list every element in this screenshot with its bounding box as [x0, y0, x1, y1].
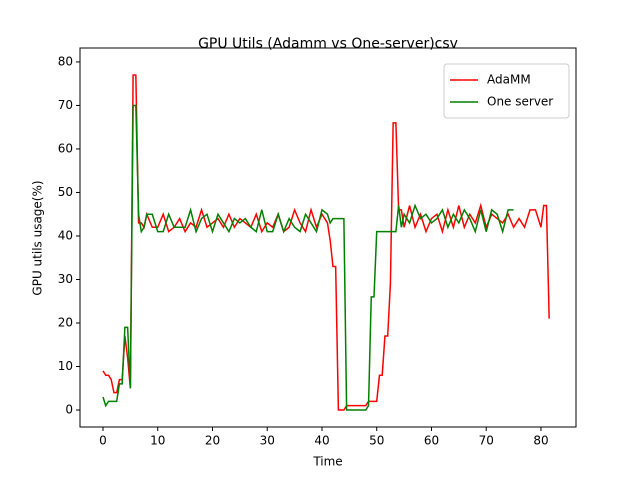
y-tick-label: 30 [58, 272, 73, 286]
y-axis-label: GPU utils usage(%) [31, 180, 45, 295]
data-line [102, 104, 514, 411]
x-tick-label: 70 [479, 434, 494, 448]
y-tick-label: 0 [65, 403, 73, 417]
y-tick-label: 70 [58, 98, 73, 112]
y-tick-label: 80 [58, 54, 73, 68]
x-tick-label: 20 [205, 434, 220, 448]
x-tick-label: 60 [424, 434, 439, 448]
y-tick-label: 40 [58, 228, 73, 242]
x-tick-label: 30 [260, 434, 275, 448]
x-axis-label: Time [312, 455, 342, 469]
y-tick-label: 60 [58, 141, 73, 155]
x-tick-label: 80 [533, 434, 548, 448]
y-tick-label: 50 [58, 185, 73, 199]
y-tick-label: 10 [58, 359, 73, 373]
plot-frame [79, 47, 577, 428]
x-tick-label: 40 [314, 434, 329, 448]
x-tick-label: 10 [150, 434, 165, 448]
x-tick-label: 0 [99, 434, 107, 448]
y-tick-label: 20 [58, 316, 73, 330]
legend-label: AdaMM [487, 73, 531, 87]
x-tick-label: 50 [369, 434, 384, 448]
data-line [102, 74, 550, 411]
chart-title: GPU Utils (Adamm vs One-server)csv [198, 36, 458, 52]
legend-label: One server [487, 95, 553, 109]
legend-box [443, 63, 570, 119]
